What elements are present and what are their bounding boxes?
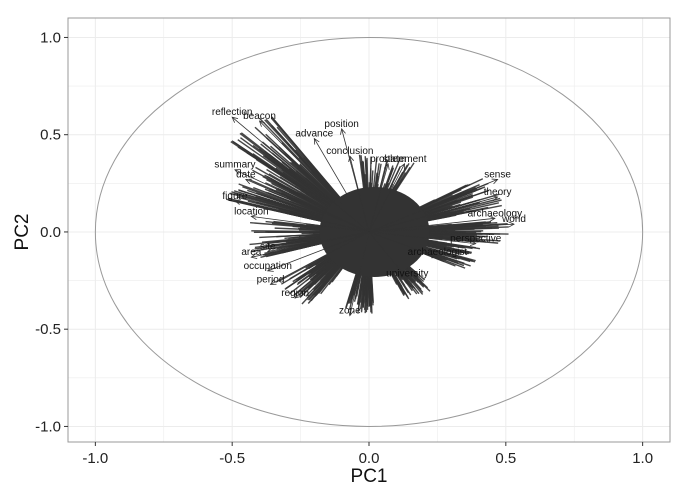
vector-label: world bbox=[501, 214, 526, 225]
vector-label: perspective bbox=[450, 234, 502, 245]
vector-arrow bbox=[349, 155, 370, 233]
vector-label: conclusion bbox=[326, 146, 373, 157]
x-tick-label: -1.0 bbox=[82, 450, 108, 467]
correlation-circle-layer bbox=[94, 36, 644, 427]
vector-arrow bbox=[368, 196, 498, 233]
vector-arrow bbox=[234, 169, 370, 233]
vector-label: location bbox=[234, 206, 268, 217]
vector-label: archaeology bbox=[468, 208, 522, 219]
x-tick-label: 1.0 bbox=[632, 450, 653, 467]
x-axis-title: PC1 bbox=[351, 466, 388, 487]
vector-arrow bbox=[368, 231, 438, 258]
y-tick-label: -0.5 bbox=[35, 321, 61, 338]
y-tick-label: 0.5 bbox=[40, 127, 61, 144]
vector-arrow bbox=[267, 231, 370, 272]
arrowhead bbox=[491, 178, 499, 185]
arrowhead bbox=[399, 163, 405, 170]
arrowhead bbox=[489, 215, 496, 222]
vector-label: sense bbox=[484, 169, 511, 180]
vector-arrow bbox=[234, 200, 370, 233]
vector-label: occupation bbox=[244, 261, 292, 272]
x-axis-ticks: -1.0 -0.5 0.0 0.5 1.0 bbox=[82, 442, 653, 467]
arrowhead bbox=[348, 155, 355, 163]
vector-label: date bbox=[236, 169, 256, 180]
vector-arrow bbox=[294, 231, 370, 299]
vector-arrows bbox=[231, 116, 515, 317]
vector-arrow bbox=[313, 138, 370, 233]
arrowhead bbox=[250, 253, 258, 260]
vector-label: region bbox=[281, 288, 309, 299]
vector-arrow bbox=[245, 179, 370, 233]
arrowhead bbox=[234, 169, 241, 175]
correlation-circle bbox=[94, 36, 644, 427]
vector-label: archaeologist bbox=[408, 247, 468, 258]
arrowhead bbox=[258, 120, 266, 127]
arrowhead bbox=[469, 240, 477, 246]
arrowhead bbox=[269, 279, 277, 285]
arrowhead bbox=[340, 127, 346, 135]
vector-label: problem bbox=[370, 154, 406, 165]
dense-vector-mass bbox=[225, 116, 509, 314]
vector-arrow bbox=[368, 163, 389, 233]
x-tick-label: 0.0 bbox=[359, 450, 380, 467]
x-tick-label: 0.5 bbox=[495, 450, 516, 467]
arrowhead bbox=[431, 252, 439, 259]
vector-label: advance bbox=[295, 129, 333, 140]
y-tick-label: 1.0 bbox=[40, 29, 61, 46]
vector-label: site bbox=[260, 241, 276, 252]
vector-arrow bbox=[368, 231, 476, 245]
vector-label: zone bbox=[339, 306, 361, 317]
vector-label: summary bbox=[214, 160, 255, 171]
vector-arrow bbox=[368, 231, 408, 279]
x-tick-label: -0.5 bbox=[219, 450, 245, 467]
vector-label: period bbox=[257, 274, 285, 285]
arrowhead bbox=[294, 292, 301, 299]
arrowhead bbox=[348, 309, 354, 317]
arrowhead bbox=[231, 116, 239, 123]
arrowhead bbox=[313, 137, 320, 145]
arrowhead bbox=[245, 178, 252, 185]
vector-arrow bbox=[368, 217, 495, 233]
vector-arrow bbox=[251, 215, 370, 233]
y-tick-label: 0.0 bbox=[40, 224, 61, 241]
vector-arrow bbox=[349, 231, 370, 316]
vector-arrow bbox=[270, 231, 370, 285]
arrowhead bbox=[401, 272, 408, 280]
vector-label: statement bbox=[383, 154, 427, 165]
vector-arrow bbox=[231, 116, 370, 233]
vector-arrow bbox=[251, 231, 370, 258]
vector-label: theory bbox=[484, 187, 512, 198]
vector-label: position bbox=[324, 119, 358, 130]
vector-arrow bbox=[259, 120, 370, 233]
vector-arrow bbox=[368, 163, 405, 233]
arrowhead bbox=[250, 214, 258, 221]
arrowhead bbox=[234, 199, 241, 205]
vector-arrow bbox=[368, 223, 515, 233]
vector-label: university bbox=[386, 269, 428, 280]
arrowhead bbox=[266, 266, 274, 272]
vector-arrow bbox=[368, 179, 498, 233]
y-axis-title: PC2 bbox=[12, 214, 33, 251]
vector-label: beacon bbox=[243, 111, 276, 122]
arrowhead bbox=[266, 247, 274, 254]
vector-label: reflection bbox=[212, 107, 253, 118]
arrowhead bbox=[383, 162, 390, 170]
y-tick-label: -1.0 bbox=[35, 418, 61, 435]
vector-label: area bbox=[241, 247, 261, 258]
y-axis-ticks: -1.0 -0.5 0.0 0.5 1.0 bbox=[35, 29, 68, 435]
arrowhead bbox=[508, 221, 515, 228]
arrowhead bbox=[491, 195, 499, 202]
vector-label: figure bbox=[222, 191, 247, 202]
